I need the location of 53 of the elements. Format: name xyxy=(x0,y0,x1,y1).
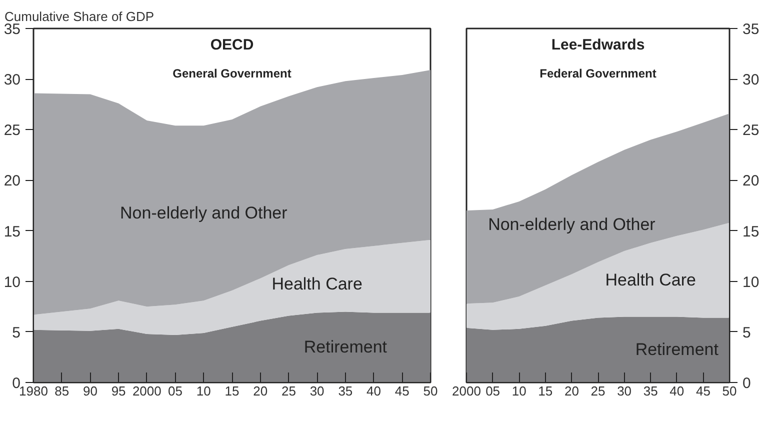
y-tick-label: 35 xyxy=(4,21,21,38)
series-label: Non-elderly and Other xyxy=(120,204,288,223)
y-tick-label: 20 xyxy=(4,172,21,190)
series-label: Health Care xyxy=(272,274,362,294)
x-tick-label: 05 xyxy=(486,384,500,398)
y-tick-label: 20 xyxy=(742,172,760,190)
y-tick-label: 10 xyxy=(4,274,21,291)
x-tick-label: 30 xyxy=(310,384,324,398)
x-tick-label: 85 xyxy=(54,384,70,398)
x-tick-label: 10 xyxy=(196,384,211,398)
x-tick-label: 10 xyxy=(512,384,526,398)
x-tick-label: 30 xyxy=(617,384,632,398)
text: General Government xyxy=(172,66,292,80)
x-tick-label: 2000 xyxy=(452,384,481,398)
y-tick-label: 0 xyxy=(742,375,751,392)
x-tick-label: 45 xyxy=(394,384,410,398)
text: Federal Government xyxy=(540,66,656,80)
x-tick-label: 25 xyxy=(281,384,296,398)
text: Lee-Edwards xyxy=(551,36,645,54)
x-tick-label: 35 xyxy=(643,384,658,398)
x-tick-label: 20 xyxy=(253,384,268,398)
x-tick-label: 40 xyxy=(366,384,382,398)
x-tick-label: 50 xyxy=(722,384,737,398)
y-tick-label: 30 xyxy=(4,72,21,89)
series-label: Health Care xyxy=(605,270,696,290)
y-tick-label: 25 xyxy=(4,122,21,140)
y-tick-label: 15 xyxy=(742,223,760,240)
series-label: Non-elderly and Other xyxy=(488,215,656,234)
y-tick-label: 10 xyxy=(742,274,760,291)
y-tick-label: 0 xyxy=(12,375,20,392)
y-tick-label: 35 xyxy=(742,21,760,38)
x-tick-label: 25 xyxy=(590,384,606,398)
text: OECD xyxy=(210,36,254,54)
y-tick-label: 5 xyxy=(12,324,20,342)
series-label: Retirement xyxy=(304,338,388,357)
x-tick-label: 2000 xyxy=(132,384,162,398)
x-tick-label: 90 xyxy=(82,384,98,398)
x-tick-label: 40 xyxy=(670,384,684,398)
x-tick-label: 20 xyxy=(564,384,579,398)
y-tick-label: 15 xyxy=(4,223,21,240)
x-tick-label: 50 xyxy=(423,384,438,398)
series-label: Retirement xyxy=(635,340,719,360)
x-tick-label: 95 xyxy=(111,384,126,398)
y-axis-title: Cumulative Share of GDP xyxy=(4,9,154,24)
y-tick-label: 25 xyxy=(742,122,760,140)
x-tick-label: 35 xyxy=(338,384,353,398)
y-tick-label: 5 xyxy=(742,324,751,342)
x-tick-label: 45 xyxy=(696,384,710,398)
x-tick-label: 15 xyxy=(224,384,240,398)
x-tick-label: 15 xyxy=(538,384,553,398)
x-tick-label: 1980 xyxy=(19,384,48,398)
y-tick-label: 30 xyxy=(742,72,760,89)
x-tick-label: 05 xyxy=(168,384,183,398)
